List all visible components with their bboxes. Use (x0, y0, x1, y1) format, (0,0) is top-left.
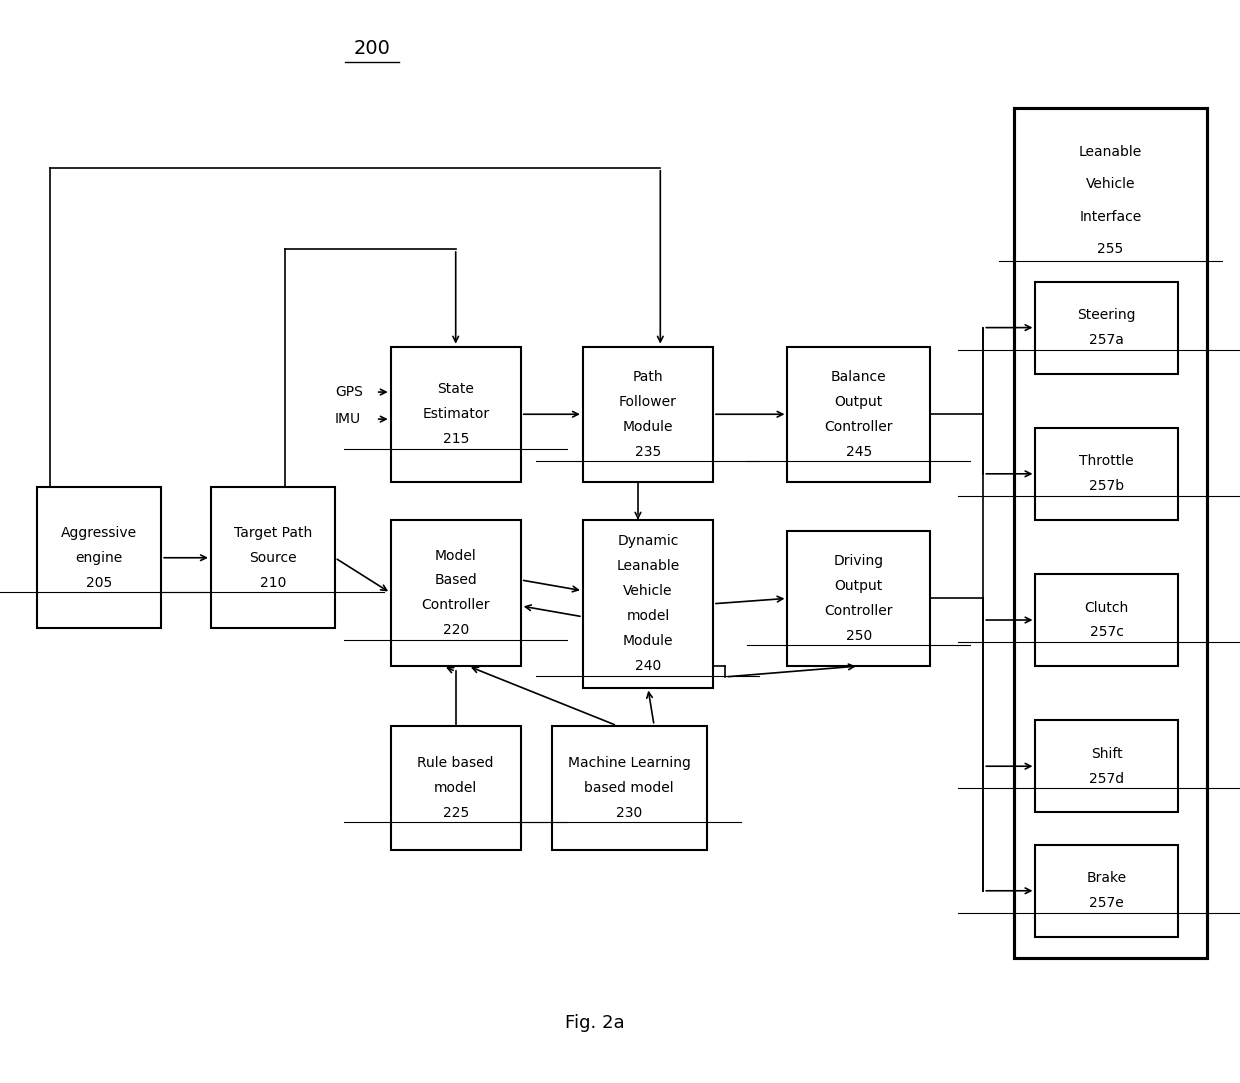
Bar (583, 520, 713, 688)
Text: 235: 235 (635, 445, 661, 458)
Bar (1035, 428, 1178, 520)
Bar (391, 726, 521, 850)
Text: 225: 225 (443, 806, 469, 820)
Text: Throttle: Throttle (1079, 455, 1135, 468)
Bar (1035, 720, 1178, 812)
Text: Clutch: Clutch (1085, 601, 1128, 614)
Text: Interface: Interface (1079, 210, 1142, 223)
Text: Brake: Brake (1086, 872, 1127, 885)
Text: State: State (438, 382, 474, 396)
Text: model: model (434, 781, 477, 795)
Text: Target Path: Target Path (233, 526, 312, 539)
Text: IMU: IMU (335, 413, 361, 426)
Text: Estimator: Estimator (422, 407, 490, 421)
Text: based model: based model (584, 781, 675, 795)
Text: Machine Learning: Machine Learning (568, 756, 691, 770)
Text: Steering: Steering (1078, 309, 1136, 322)
Text: Vehicle: Vehicle (624, 585, 672, 598)
Bar (1035, 282, 1178, 374)
Text: 257e: 257e (1089, 897, 1125, 910)
Text: 257c: 257c (1090, 626, 1123, 639)
Text: Path: Path (632, 370, 663, 383)
Text: 220: 220 (443, 624, 469, 637)
Text: Shift: Shift (1091, 747, 1122, 760)
Text: 200: 200 (353, 39, 391, 58)
Text: Driving: Driving (833, 554, 884, 567)
Bar (1035, 574, 1178, 666)
Text: Module: Module (622, 635, 673, 648)
Text: Model: Model (435, 549, 476, 562)
Text: 245: 245 (846, 445, 872, 458)
Text: 255: 255 (1097, 243, 1123, 256)
Text: Output: Output (835, 395, 883, 408)
Bar (211, 487, 335, 628)
Text: Based: Based (434, 574, 477, 587)
Text: 257d: 257d (1089, 772, 1125, 785)
Text: 230: 230 (616, 806, 642, 820)
Text: GPS: GPS (335, 386, 362, 399)
Text: Source: Source (249, 551, 296, 564)
Text: 240: 240 (635, 660, 661, 673)
Text: Aggressive: Aggressive (61, 526, 138, 539)
Bar (787, 347, 930, 482)
Text: model: model (626, 610, 670, 623)
Text: Output: Output (835, 579, 883, 592)
Bar (1014, 108, 1207, 958)
Text: 250: 250 (846, 629, 872, 642)
Text: 257a: 257a (1089, 334, 1125, 347)
Text: Dynamic: Dynamic (618, 535, 678, 548)
Text: 205: 205 (86, 576, 113, 589)
Bar (787, 531, 930, 666)
Text: Leanable: Leanable (1079, 145, 1142, 158)
Text: Balance: Balance (831, 370, 887, 383)
Text: Module: Module (622, 420, 673, 433)
Text: Controller: Controller (422, 599, 490, 612)
Bar (583, 347, 713, 482)
Text: engine: engine (76, 551, 123, 564)
Text: 257b: 257b (1089, 480, 1125, 493)
Bar (1035, 845, 1178, 937)
Text: Leanable: Leanable (616, 560, 680, 573)
Bar (391, 347, 521, 482)
Text: Fig. 2a: Fig. 2a (565, 1015, 625, 1032)
Text: Controller: Controller (825, 420, 893, 433)
Text: Rule based: Rule based (418, 756, 494, 770)
Text: Controller: Controller (825, 604, 893, 617)
Text: Follower: Follower (619, 395, 677, 408)
Text: 210: 210 (259, 576, 286, 589)
Bar (391, 520, 521, 666)
Bar (552, 726, 707, 850)
Text: Vehicle: Vehicle (1086, 178, 1135, 191)
Text: 215: 215 (443, 432, 469, 446)
Bar (37, 487, 161, 628)
